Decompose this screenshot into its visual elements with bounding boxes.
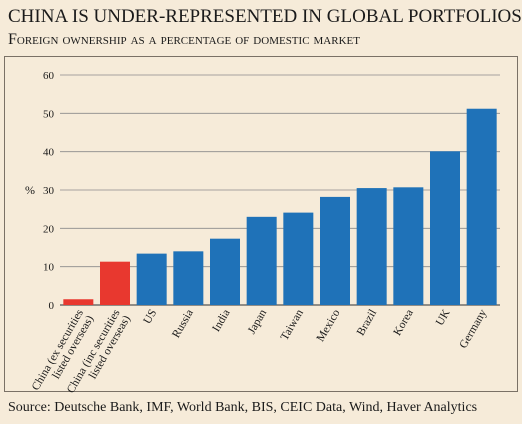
x-category-label: UK — [434, 307, 453, 328]
y-tick-label: 0 — [49, 300, 55, 312]
y-tick-label: 20 — [43, 223, 55, 235]
bar — [393, 187, 424, 305]
y-tick-label: 30 — [43, 185, 55, 197]
x-category-label-line: Korea — [391, 308, 415, 338]
x-category-label: Russia — [170, 308, 196, 341]
bar — [173, 251, 204, 305]
x-category-label: India — [210, 308, 232, 334]
y-tick-label: 40 — [43, 147, 55, 159]
bar — [100, 261, 130, 305]
y-tick-label: 60 — [43, 70, 55, 82]
x-category-label: US — [142, 308, 160, 327]
plot-panel — [4, 56, 518, 392]
x-category-label-line: Russia — [170, 308, 196, 341]
x-category-label-line: Germany — [457, 307, 489, 350]
x-category-label: Taiwan — [279, 307, 306, 342]
x-category-label-line: Brazil — [355, 308, 379, 338]
x-category-label-line: India — [210, 308, 232, 334]
source-note: Source: Deutsche Bank, IMF, World Bank, … — [8, 400, 478, 415]
x-category-label: Japan — [246, 307, 270, 336]
y-tick-label: 50 — [43, 108, 55, 120]
bar — [320, 196, 350, 305]
x-category-label: Mexico — [315, 307, 343, 344]
bar — [136, 253, 167, 305]
x-category-label: Brazil — [355, 308, 379, 338]
bar — [210, 238, 240, 305]
y-axis-label: % — [25, 183, 35, 197]
bar — [63, 299, 94, 305]
x-category-label-line: Taiwan — [279, 307, 306, 342]
x-category-label: Korea — [391, 308, 415, 338]
x-category-label-line: Mexico — [315, 307, 343, 344]
bar — [246, 216, 277, 305]
chart-subtitle: Foreign ownership as a percentage of dom… — [8, 31, 360, 48]
y-tick-label: 10 — [43, 262, 55, 274]
x-category-label-line: US — [142, 308, 160, 327]
bar — [283, 212, 314, 305]
bar — [466, 108, 497, 305]
x-category-label-line: UK — [434, 307, 453, 328]
x-category-label-line: Japan — [246, 307, 270, 336]
bar — [356, 188, 387, 305]
bar — [430, 151, 460, 305]
x-category-label: Germany — [457, 307, 489, 350]
chart-title: CHINA IS UNDER-REPRESENTED IN GLOBAL POR… — [8, 6, 522, 27]
